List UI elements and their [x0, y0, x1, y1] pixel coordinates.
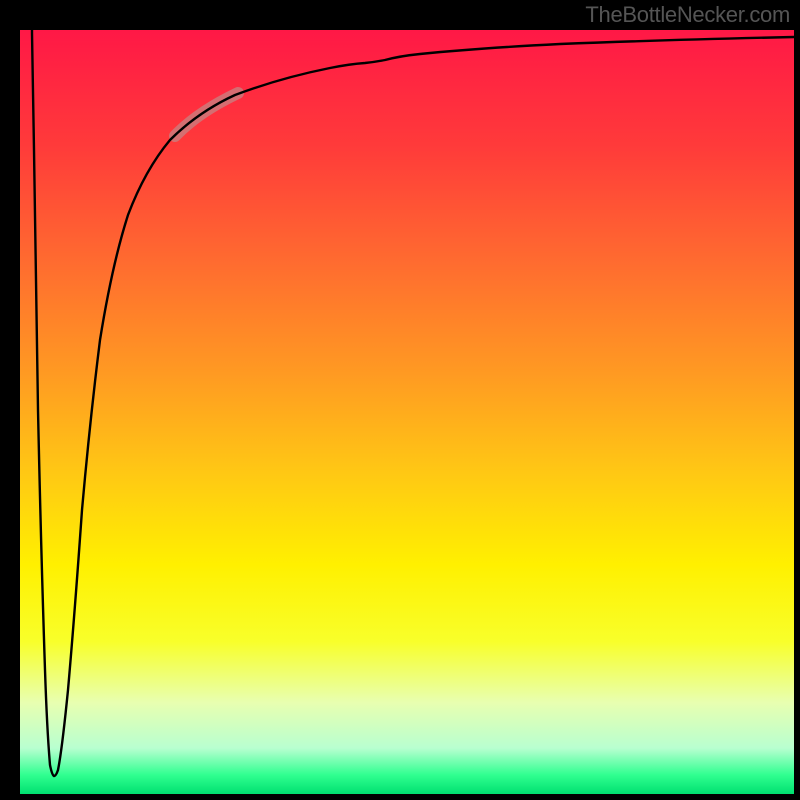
curve-layer — [20, 30, 794, 794]
bottleneck-chart — [20, 30, 794, 794]
plot-area — [20, 30, 794, 794]
highlight-segment — [175, 93, 238, 136]
bottleneck-curve — [32, 30, 794, 776]
watermark-text: TheBottleNecker.com — [585, 2, 790, 28]
